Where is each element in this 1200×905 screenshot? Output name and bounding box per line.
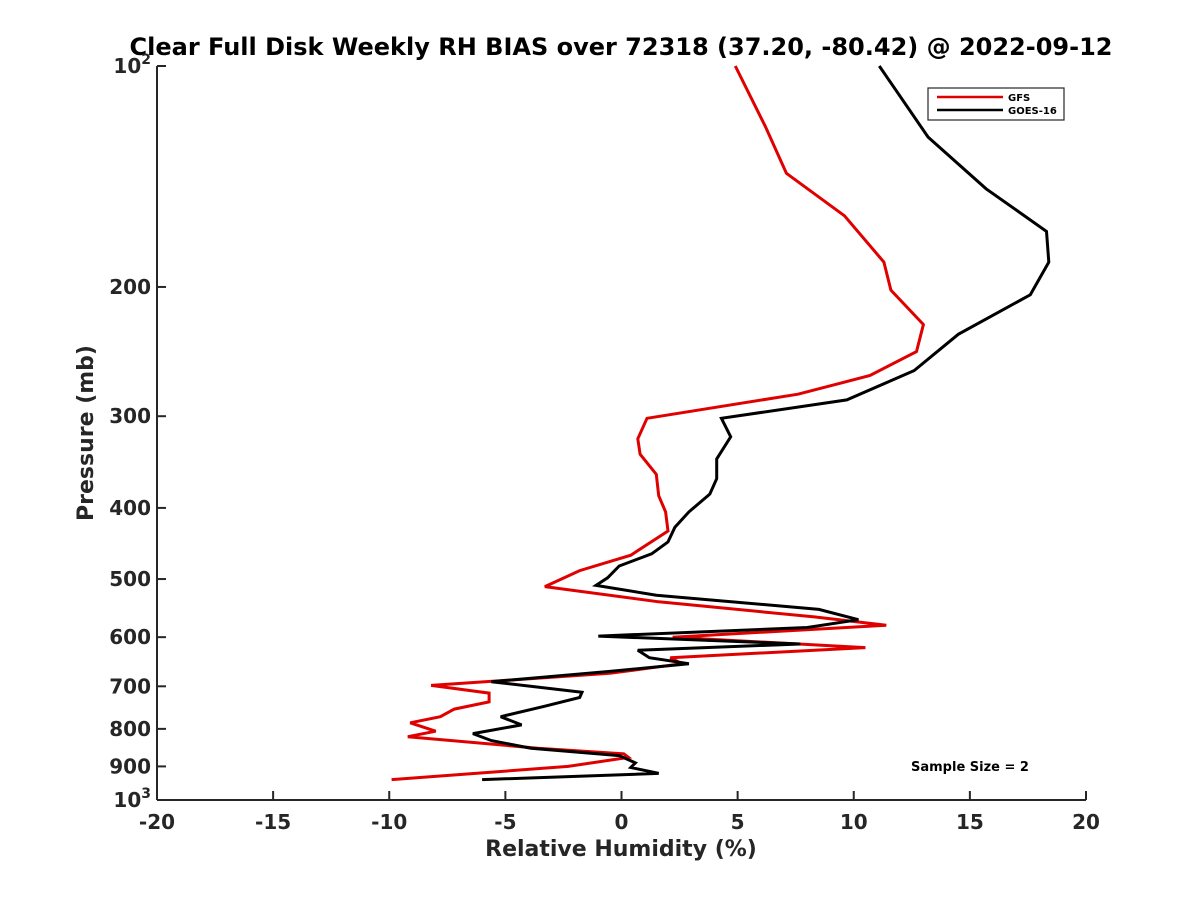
x-tick-label: -20 [139, 810, 175, 834]
y-tick-label: 103 [113, 786, 151, 812]
x-tick-label: 0 [615, 810, 629, 834]
legend-box [927, 87, 1065, 121]
y-tick-label: 200 [109, 275, 151, 299]
axes: -20 -15 -10 -5 0 5 10 15 20 102 200 300 400 500 600 700… [109, 52, 1100, 834]
x-tick-label: -5 [494, 810, 516, 834]
y-axis-label: Pressure (mb) [74, 345, 99, 521]
y-tick-label: 700 [109, 674, 151, 698]
x-tick-label: 15 [956, 810, 984, 834]
y-tick-label: 102 [113, 52, 151, 78]
y-tick-label: 900 [109, 754, 151, 778]
chart-title: Clear Full Disk Weekly RH BIAS over 7231… [130, 33, 1113, 61]
legend-label-gfs: GFS [1008, 93, 1030, 104]
legend-label-goes16: GOES-16 [1008, 106, 1057, 117]
x-tick-label: 10 [840, 810, 868, 834]
y-tick-label: 600 [109, 625, 151, 649]
y-tick-label: 300 [109, 404, 151, 428]
x-tick-label: 5 [731, 810, 745, 834]
y-tick-label: 500 [109, 567, 151, 591]
y-tick-label: 400 [109, 496, 151, 520]
series-lines [391, 65, 1051, 782]
sample-size-annotation: Sample Size = 2 [911, 760, 1029, 775]
y-tick-label: 800 [109, 717, 151, 741]
x-tick-label: 20 [1072, 810, 1100, 834]
series-line-goes16 [472, 65, 1051, 782]
series-line-gfs [391, 65, 926, 782]
x-tick-label: -15 [255, 810, 291, 834]
x-axis-label: Relative Humidity (%) [485, 837, 757, 862]
x-tick-label: -10 [371, 810, 407, 834]
legend: GFS GOES-16 [927, 87, 1065, 121]
